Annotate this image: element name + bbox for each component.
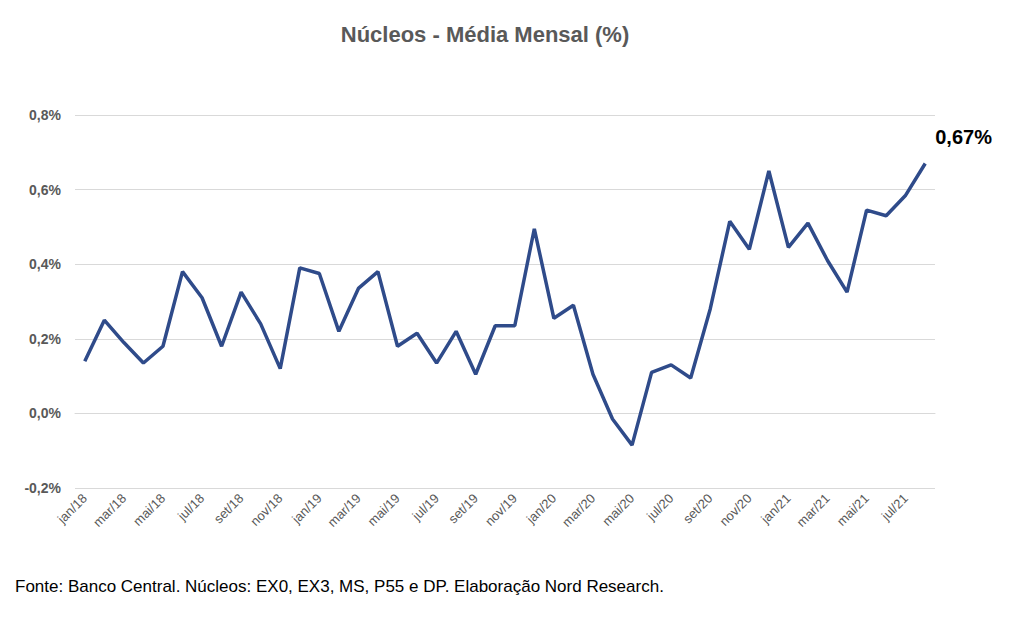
svg-text:mai/20: mai/20	[599, 491, 637, 529]
svg-text:mai/18: mai/18	[130, 491, 168, 529]
svg-text:0,8%: 0,8%	[29, 107, 61, 123]
svg-text:Fonte: Banco Central. Núcleos:: Fonte: Banco Central. Núcleos: EX0, EX3,…	[15, 577, 664, 596]
svg-text:mai/21: mai/21	[834, 491, 872, 529]
svg-text:set/20: set/20	[680, 491, 716, 527]
svg-text:0,6%: 0,6%	[29, 182, 61, 198]
svg-text:mar/20: mar/20	[559, 491, 598, 530]
svg-text:set/18: set/18	[211, 491, 247, 527]
svg-text:jan/20: jan/20	[523, 491, 559, 527]
svg-text:0,4%: 0,4%	[29, 256, 61, 272]
svg-text:mar/18: mar/18	[90, 491, 129, 530]
svg-text:0,67%: 0,67%	[935, 126, 992, 148]
svg-text:jan/19: jan/19	[288, 491, 324, 527]
svg-text:set/19: set/19	[445, 491, 481, 527]
svg-text:nov/20: nov/20	[716, 491, 754, 529]
svg-text:-0,2%: -0,2%	[24, 480, 61, 496]
svg-text:mai/19: mai/19	[365, 491, 403, 529]
svg-text:jul/20: jul/20	[643, 491, 676, 524]
svg-text:jul/19: jul/19	[409, 491, 442, 524]
svg-text:0,2%: 0,2%	[29, 331, 61, 347]
svg-text:Núcleos - Média Mensal (%): Núcleos - Média Mensal (%)	[341, 22, 630, 47]
svg-text:jan/18: jan/18	[54, 491, 90, 527]
svg-text:mar/21: mar/21	[794, 491, 833, 530]
svg-text:0,0%: 0,0%	[29, 405, 61, 421]
svg-text:mar/19: mar/19	[325, 491, 364, 530]
svg-text:nov/18: nov/18	[247, 491, 285, 529]
svg-text:jan/21: jan/21	[757, 491, 793, 527]
svg-text:jul/18: jul/18	[174, 491, 207, 524]
svg-text:jul/21: jul/21	[878, 491, 911, 524]
svg-text:nov/19: nov/19	[482, 491, 520, 529]
